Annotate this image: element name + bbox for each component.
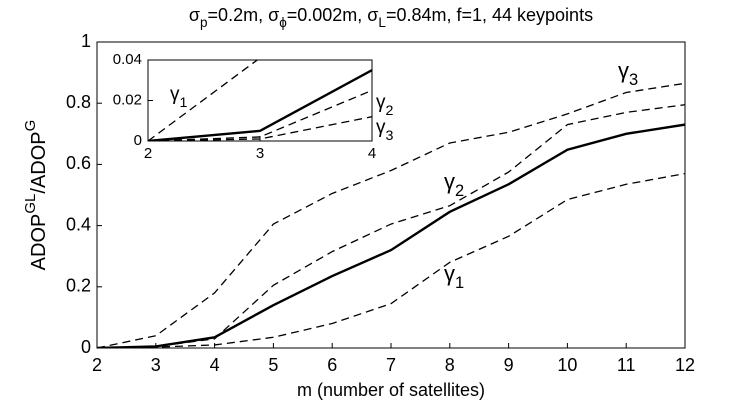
annotation: γ1: [444, 261, 464, 293]
annotation-subscript: 3: [386, 128, 394, 144]
x-tick-label: 8: [445, 355, 455, 375]
x-tick-label: 9: [504, 355, 514, 375]
x-tick-label: 10: [557, 355, 577, 375]
line: [97, 104, 685, 348]
main-plot: 2 3 4 5 6 7 8 9 10 11 1200.20.40.60.81γ3γ2γ1σp=0.2…: [22, 5, 695, 400]
line: [148, 60, 259, 141]
x-tick-label: 3: [151, 355, 161, 375]
line: [97, 82, 685, 348]
annotation: γ1: [170, 84, 188, 111]
x-tick-label: 4: [210, 355, 220, 375]
x-tick-label: 7: [386, 355, 396, 375]
ylabel-part: /ADOP: [28, 131, 50, 193]
line: [97, 123, 685, 348]
title-part: L: [378, 15, 386, 30]
x-axis-label: m (number of satellites): [297, 380, 485, 400]
y-tick-label: 1: [81, 31, 91, 51]
annotation-symbol: γ: [376, 117, 386, 138]
y-tick-label: 0: [134, 132, 142, 149]
y-tick-label: 0.2: [66, 276, 91, 296]
annotation-symbol: γ: [618, 58, 629, 83]
annotation: γ2: [444, 169, 464, 201]
annotation: γ3: [376, 117, 394, 144]
annotation-subscript: 1: [180, 95, 188, 111]
annotation-subscript: 1: [455, 274, 464, 292]
annotation-subscript: 2: [386, 103, 394, 119]
annotation-symbol: γ: [444, 261, 455, 286]
y-tick-label: 0.8: [66, 92, 91, 112]
title-part: =0.84m, f=1, 44 keypoints: [386, 5, 593, 25]
annotation-symbol: γ: [376, 92, 386, 113]
annotation-symbol: γ: [444, 169, 455, 194]
y-tick-label: 0.4: [66, 214, 91, 234]
annotation-subscript: 2: [455, 182, 464, 200]
y-tick-label: 0.02: [113, 91, 142, 108]
y-tick-label: 0: [81, 337, 91, 357]
annotation: γ2: [376, 92, 394, 119]
line: [148, 69, 372, 141]
annotation-symbol: γ: [170, 84, 180, 105]
y-tick-label: 0.04: [113, 51, 142, 68]
x-tick-label: 3: [256, 145, 264, 162]
ylabel-part: G: [22, 120, 39, 132]
x-tick-label: 11: [617, 355, 636, 375]
lines: [97, 82, 685, 348]
line: [148, 116, 372, 141]
ylabel-part: ADOP: [28, 214, 50, 271]
x-tick-label: 5: [268, 355, 278, 375]
axes-box: [96, 41, 686, 349]
x-tick-label: 2: [144, 145, 152, 162]
x-tick-label: 4: [368, 145, 376, 162]
x-tick-label: 12: [675, 355, 695, 375]
x-tick-label: 6: [327, 355, 337, 375]
lines: [148, 60, 372, 141]
annotation: γ3: [618, 58, 638, 90]
title-part: σ: [189, 5, 200, 25]
y-tick-label: 0.6: [66, 153, 91, 173]
title-part: =0.2m, σ: [208, 5, 280, 25]
axes-box: [147, 59, 373, 142]
chart-title: σp=0.2m, σϕ=0.002m, σL=0.84m, f=1, 44 ke…: [189, 5, 593, 30]
title-part: ϕ: [279, 15, 287, 30]
line: [97, 172, 685, 348]
annotation-subscript: 3: [629, 71, 638, 89]
ylabel-part: GL: [22, 194, 39, 214]
plot-area: [148, 60, 372, 141]
title-part: =0.002m, σ: [287, 5, 379, 25]
x-tick-label: 2: [92, 355, 102, 375]
title-part: p: [200, 15, 208, 30]
y-axis-label: ADOPGL/ADOPG: [22, 120, 50, 271]
